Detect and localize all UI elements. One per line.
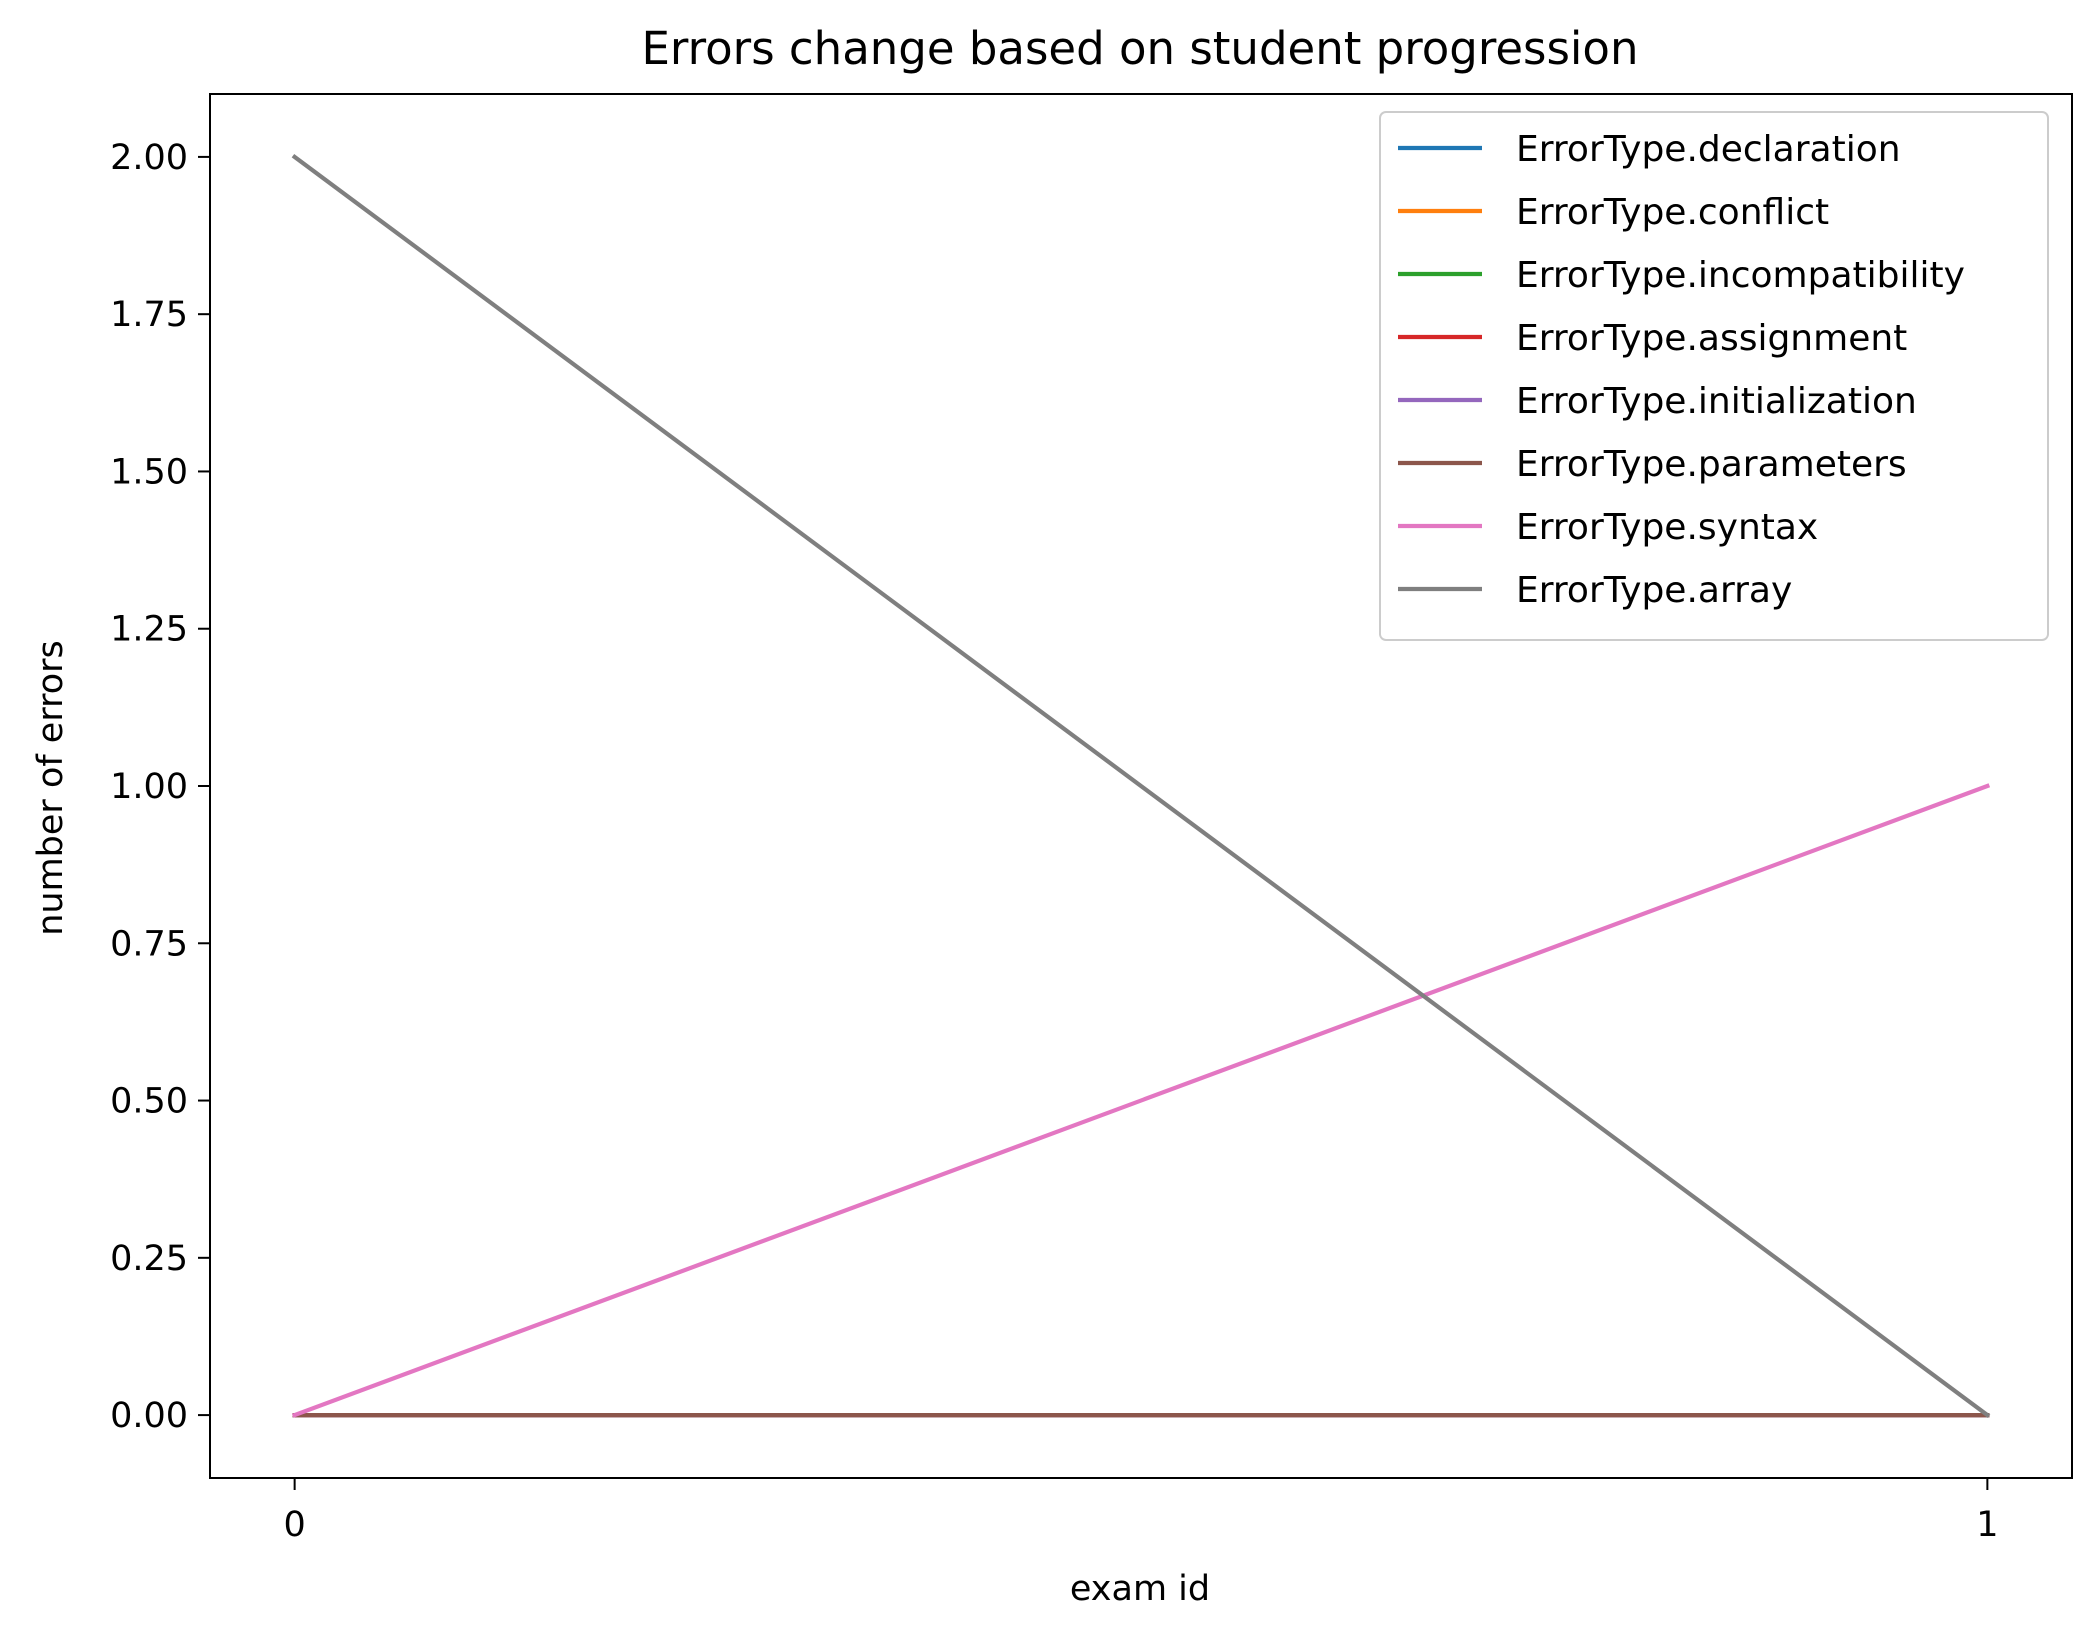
y-tick-label: 0.00 — [110, 1396, 188, 1436]
plot-area: 0 1 0.00 0.25 0.50 0.75 1.00 1.25 1.50 1.75 2.00 — [110, 93, 2073, 1545]
legend-label: ErrorType.conflict — [1516, 192, 1829, 233]
x-tick-label: 1 — [1976, 1505, 1998, 1545]
x-axis-label: exam id — [1070, 1569, 1210, 1609]
legend: ErrorType.declaration ErrorType.conflict E… — [1379, 111, 2049, 641]
y-tick-label: 1.00 — [110, 767, 188, 807]
legend-label: ErrorType.parameters — [1516, 444, 1907, 485]
legend-label: ErrorType.incompatibility — [1516, 255, 1965, 296]
y-tick-label: 1.25 — [110, 610, 188, 650]
series-line-6 — [291, 783, 1991, 1418]
x-tick-label: 0 — [283, 1505, 305, 1545]
y-tick-label: 0.25 — [110, 1239, 188, 1279]
y-tick-label: 2.00 — [110, 138, 188, 178]
legend-label: ErrorType.declaration — [1516, 129, 1901, 170]
legend-label: ErrorType.assignment — [1516, 318, 1907, 359]
series-line-7 — [291, 153, 1991, 1419]
legend-label: ErrorType.array — [1516, 570, 1792, 611]
legend-label: ErrorType.initialization — [1516, 381, 1917, 422]
y-tick-label: 0.75 — [110, 924, 188, 964]
y-tick-label: 1.75 — [110, 295, 188, 335]
y-tick-label: 0.50 — [110, 1082, 188, 1122]
y-axis-label: number of errors — [31, 640, 71, 936]
legend-box — [1379, 111, 2049, 641]
chart-title: Errors change based on student progressi… — [642, 22, 1639, 75]
y-tick-label: 1.50 — [110, 452, 188, 492]
legend-label: ErrorType.syntax — [1516, 507, 1818, 548]
